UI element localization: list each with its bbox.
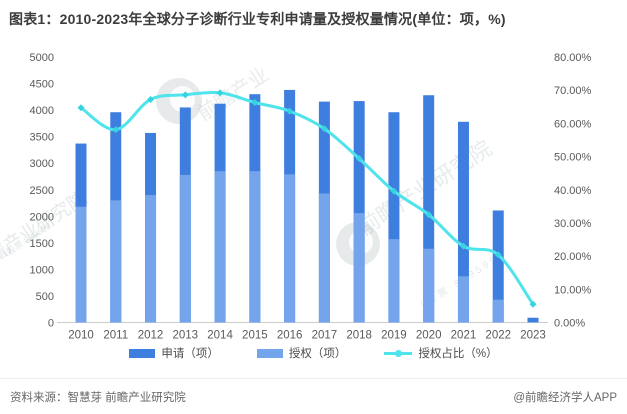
- svg-text:2013: 2013: [173, 330, 199, 342]
- chart-title: 图表1：2010-2023年全球分子诊断行业专利申请量及授权量情况(单位：项，%…: [9, 11, 506, 27]
- svg-text:2011: 2011: [103, 330, 128, 342]
- svg-text:2019: 2019: [381, 330, 407, 342]
- svg-text:2018: 2018: [346, 330, 372, 342]
- svg-text:3500: 3500: [30, 132, 54, 144]
- svg-text:2022: 2022: [485, 330, 511, 342]
- svg-text:20.00%: 20.00%: [554, 251, 592, 263]
- ratio-line-icon: [384, 349, 413, 358]
- svg-text:2015: 2015: [242, 330, 268, 342]
- chart-area: 0 500 1000 1500 2000 2500 3000 3500 4000 4500 5000…: [30, 52, 592, 342]
- svg-text:70.00%: 70.00%: [554, 85, 592, 97]
- svg-text:2010: 2010: [68, 330, 94, 342]
- svg-text:2014: 2014: [207, 330, 233, 342]
- svg-text:0: 0: [48, 318, 54, 330]
- legend-item-grant: 授权（项）: [256, 345, 347, 361]
- svg-text:1000: 1000: [30, 264, 54, 276]
- credit-text: @前瞻经济学人APP: [513, 392, 617, 404]
- svg-text:2012: 2012: [138, 330, 164, 342]
- svg-text:3000: 3000: [30, 158, 54, 170]
- legend-label-ratio: 授权占比（%）: [418, 348, 498, 360]
- legend-item-apply: 申请（项）: [129, 345, 219, 361]
- svg-text:0.00%: 0.00%: [554, 318, 585, 330]
- svg-text:30.00%: 30.00%: [554, 218, 592, 230]
- grant-swatch-icon: [256, 348, 283, 358]
- chart-svg: 0 500 1000 1500 2000 2500 3000 3500 4000 4500 5000…: [30, 52, 592, 342]
- svg-text:1500: 1500: [30, 238, 54, 250]
- legend: 申请（项） 授权（项） 授权占比（%）: [0, 343, 627, 363]
- svg-text:2020: 2020: [416, 330, 442, 342]
- svg-text:2017: 2017: [312, 330, 338, 342]
- legend-label-apply: 申请（项）: [161, 348, 219, 360]
- svg-text:2000: 2000: [30, 211, 54, 223]
- svg-text:60.00%: 60.00%: [554, 118, 592, 130]
- svg-text:40.00%: 40.00%: [554, 185, 592, 197]
- footer: 资料来源：智慧芽 前瞻产业研究院 @前瞻经济学人APP: [0, 378, 627, 414]
- svg-text:4500: 4500: [30, 79, 54, 91]
- legend-item-ratio: 授权占比（%）: [384, 345, 498, 361]
- svg-text:80.00%: 80.00%: [554, 52, 592, 64]
- svg-text:50.00%: 50.00%: [554, 152, 592, 164]
- svg-text:4000: 4000: [30, 105, 54, 117]
- apply-swatch-icon: [129, 348, 156, 358]
- svg-text:2016: 2016: [277, 330, 303, 342]
- svg-text:2021: 2021: [451, 330, 477, 342]
- svg-text:2023: 2023: [520, 330, 546, 342]
- legend-label-grant: 授权（项）: [288, 348, 347, 360]
- svg-text:500: 500: [36, 291, 54, 303]
- svg-text:2500: 2500: [30, 185, 54, 197]
- svg-text:5000: 5000: [30, 52, 54, 64]
- svg-text:10.00%: 10.00%: [554, 284, 592, 296]
- source-text: 资料来源：智慧芽 前瞻产业研究院: [10, 392, 186, 404]
